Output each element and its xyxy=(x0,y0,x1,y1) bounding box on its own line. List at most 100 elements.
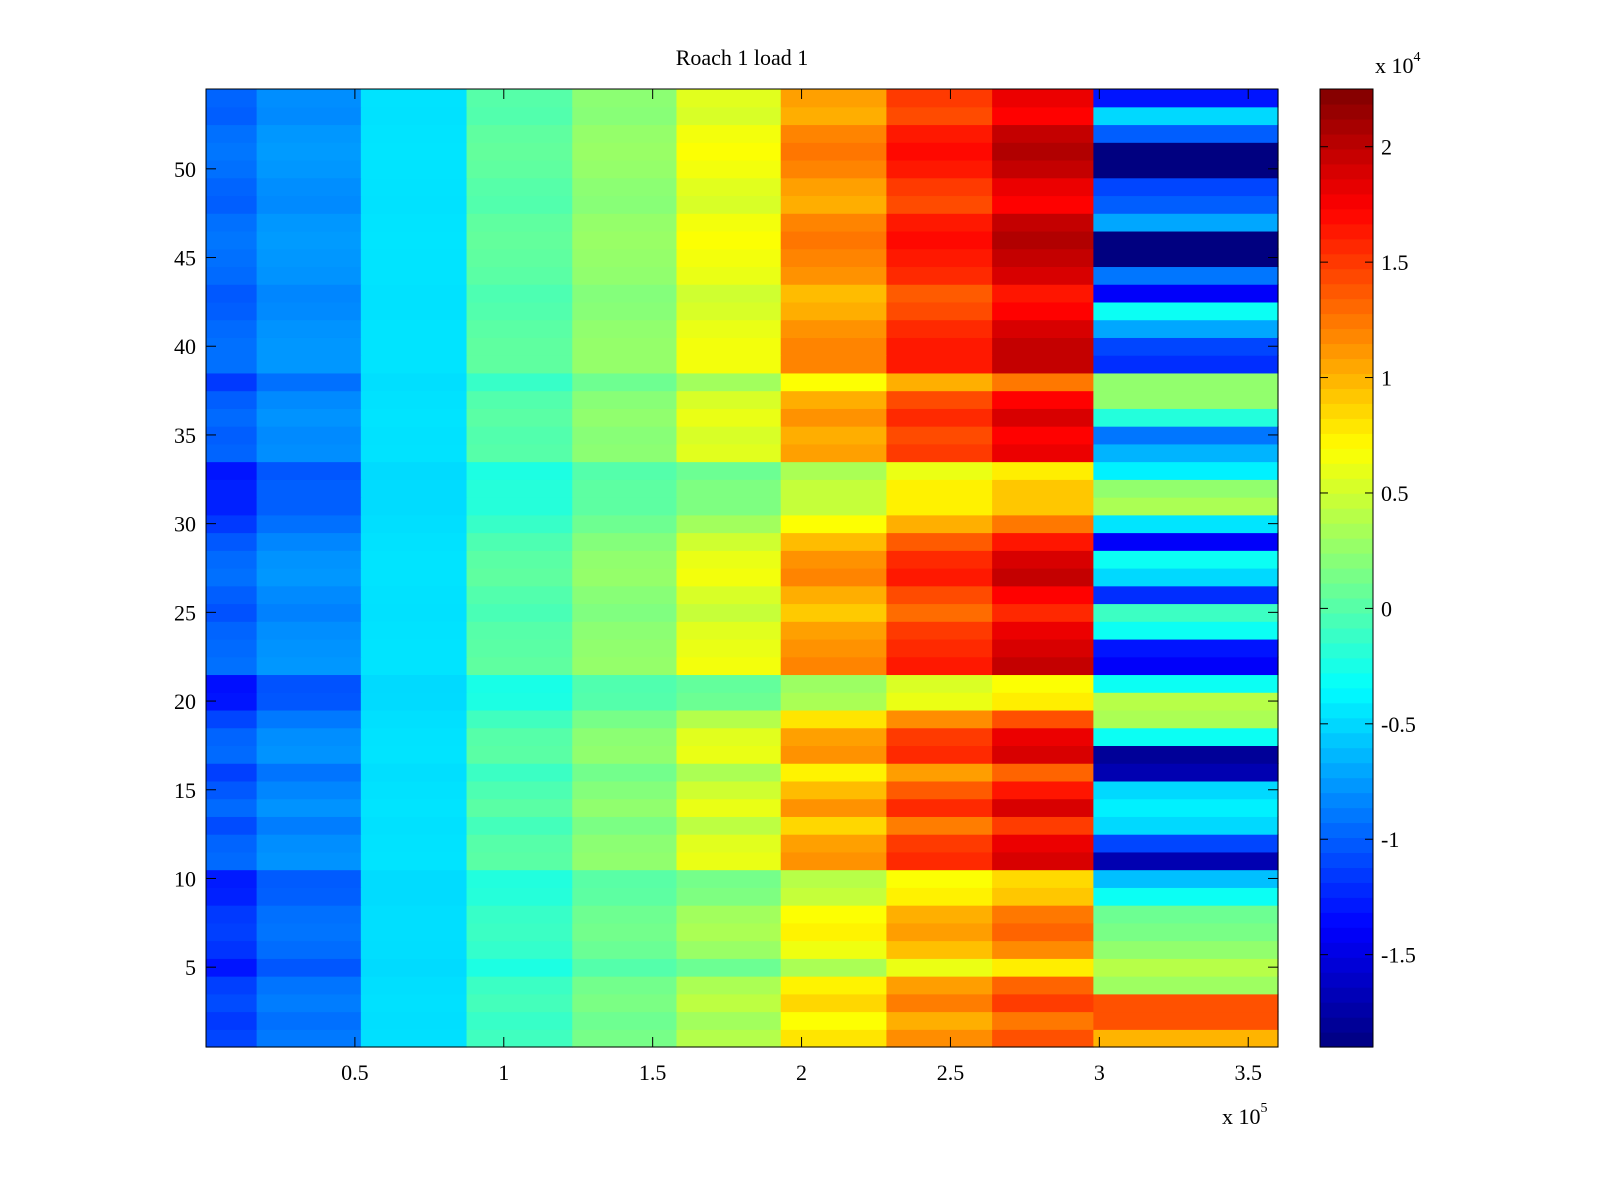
colorbar-band xyxy=(1320,927,1373,943)
heatmap-cell xyxy=(886,568,993,587)
heatmap-cell xyxy=(676,550,782,569)
heatmap-cell xyxy=(1093,976,1279,995)
heatmap-cell xyxy=(256,89,362,108)
heatmap-cell xyxy=(256,213,362,232)
heatmap-cell xyxy=(360,621,468,640)
colorbar-band xyxy=(1320,223,1373,240)
heatmap-cell xyxy=(360,568,468,587)
heatmap-cell xyxy=(206,1029,258,1048)
colorbar-band xyxy=(1320,717,1373,734)
heatmap-cell xyxy=(256,355,362,374)
colorbar-band xyxy=(1320,523,1373,539)
heatmap-cell xyxy=(256,869,362,888)
colorbar xyxy=(1320,89,1373,1048)
heatmap-cell xyxy=(1093,319,1279,338)
heatmap-cell xyxy=(780,585,888,605)
colorbar-band xyxy=(1320,1017,1373,1033)
heatmap-cell xyxy=(886,816,993,835)
heatmap-cell xyxy=(360,780,468,800)
heatmap-cell xyxy=(1093,355,1279,374)
heatmap-cell xyxy=(256,727,362,747)
heatmap-cell xyxy=(466,159,573,179)
heatmap-cell xyxy=(676,763,782,782)
heatmap-cell xyxy=(992,905,1094,924)
heatmap-cell xyxy=(360,798,468,817)
heatmap-cell xyxy=(886,284,993,303)
heatmap-cell xyxy=(360,638,468,658)
heatmap-cell xyxy=(466,1029,573,1048)
heatmap-cell xyxy=(572,1029,678,1048)
heatmap-cell xyxy=(780,1011,888,1030)
heatmap-cell xyxy=(256,301,362,321)
heatmap-cell xyxy=(360,727,468,747)
y-tick-label: 45 xyxy=(174,246,196,271)
heatmap-cell xyxy=(1093,337,1279,356)
heatmap-cell xyxy=(992,337,1094,356)
heatmap-cell xyxy=(1093,887,1279,906)
colorbar-band xyxy=(1320,912,1373,928)
heatmap-cell xyxy=(206,1011,258,1030)
colorbar-band xyxy=(1320,463,1373,479)
heatmap-cell xyxy=(886,656,993,676)
heatmap-cell xyxy=(206,638,258,658)
heatmap-cell xyxy=(886,443,993,463)
heatmap-cell xyxy=(466,922,573,942)
heatmap-cell xyxy=(206,993,258,1013)
heatmap-cell xyxy=(992,408,1094,427)
heatmap-cell xyxy=(1093,248,1279,268)
heatmap-cell xyxy=(676,922,782,942)
heatmap-cell xyxy=(466,266,573,285)
heatmap-cell xyxy=(466,124,573,143)
heatmap-cell xyxy=(780,408,888,427)
heatmap-cell xyxy=(572,142,678,161)
heatmap-cell xyxy=(1093,106,1279,126)
y-tick-label: 20 xyxy=(174,689,196,714)
heatmap-cell xyxy=(206,887,258,906)
heatmap-cell xyxy=(360,230,468,250)
heatmap-cell xyxy=(1093,745,1279,764)
heatmap-cell xyxy=(256,940,362,959)
heatmap-cell xyxy=(886,301,993,321)
heatmap-cell xyxy=(676,106,782,126)
heatmap-cell xyxy=(360,248,468,268)
heatmap-cell xyxy=(1093,621,1279,640)
x-axis-multiplier-base: x 10 xyxy=(1222,1104,1261,1129)
heatmap-cell xyxy=(256,568,362,587)
heatmap-cell xyxy=(256,976,362,995)
heatmap-cell xyxy=(992,976,1094,995)
heatmap-cell xyxy=(206,603,258,622)
heatmap-cell xyxy=(992,993,1094,1013)
heatmap-cell xyxy=(992,621,1094,640)
heatmap-cell xyxy=(466,993,573,1013)
heatmap-cell xyxy=(992,372,1094,392)
heatmap-cell xyxy=(676,851,782,871)
heatmap-cell xyxy=(572,976,678,995)
heatmap-cell xyxy=(206,958,258,977)
colorbar-tick-label: 2 xyxy=(1381,135,1392,160)
heatmap-cell xyxy=(256,124,362,143)
heatmap-cell xyxy=(466,443,573,463)
heatmap-cell xyxy=(206,443,258,463)
heatmap-cell xyxy=(676,1011,782,1030)
colorbar-band xyxy=(1320,777,1373,794)
x-tick-label: 1.5 xyxy=(639,1060,667,1085)
colorbar-band xyxy=(1320,148,1373,165)
heatmap-cell xyxy=(1093,674,1279,693)
colorbar-band xyxy=(1320,283,1373,300)
colorbar-band xyxy=(1320,208,1373,225)
heatmap-cell xyxy=(360,709,468,729)
heatmap-cell xyxy=(360,106,468,126)
heatmap-cell xyxy=(886,958,993,977)
heatmap-cell xyxy=(206,426,258,445)
heatmap-cell xyxy=(572,497,678,516)
heatmap-cell xyxy=(886,1011,993,1030)
heatmap-cell xyxy=(1093,851,1279,871)
colorbar-band xyxy=(1320,253,1373,270)
heatmap-cell xyxy=(572,319,678,338)
x-tick-label: 1 xyxy=(498,1060,509,1085)
heatmap-cell xyxy=(1093,461,1279,480)
heatmap-cell xyxy=(360,284,468,303)
heatmap-cell xyxy=(572,621,678,640)
heatmap-cell xyxy=(676,443,782,463)
heatmap-cell xyxy=(676,142,782,161)
